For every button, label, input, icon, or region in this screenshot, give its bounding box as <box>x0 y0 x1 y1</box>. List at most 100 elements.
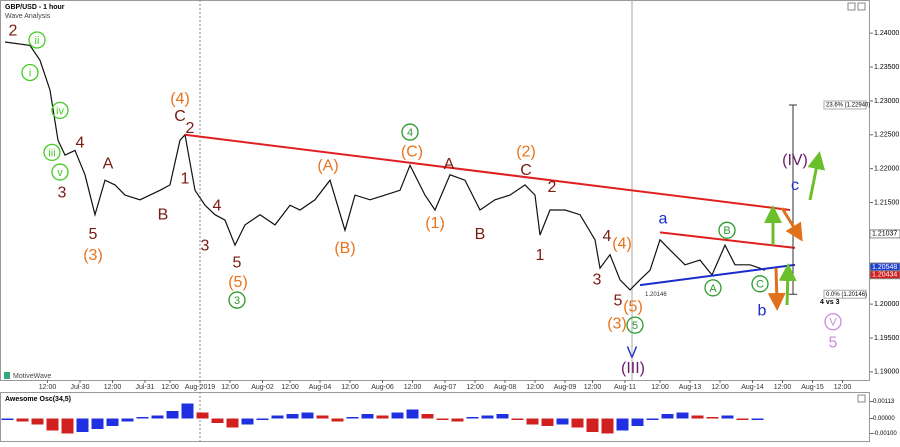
x-tick-label: 12:00 <box>161 384 179 391</box>
osc-bar <box>526 418 539 425</box>
osc-bar <box>76 418 89 432</box>
osc-bar <box>421 414 434 419</box>
osc-bar <box>616 418 629 431</box>
x-tick-label: Jul-31 <box>135 384 154 391</box>
x-tick-label: Aug-04 <box>309 384 332 391</box>
wave-label: ii <box>35 35 40 47</box>
wave-label: (5) <box>228 274 248 291</box>
wave-label: 3 <box>201 237 210 254</box>
osc-bar <box>241 418 254 425</box>
wave-label: (5) <box>623 298 643 315</box>
wave-circle <box>704 279 722 297</box>
x-tick-label: Aug-07 <box>434 384 457 391</box>
wave-label: 2 <box>9 23 18 40</box>
wave-label: 3 <box>593 271 602 288</box>
wave-label: c <box>791 177 799 194</box>
wave-label: C <box>756 279 764 291</box>
wave-circle <box>51 101 69 120</box>
osc-chart: 0.00113 0.00000 -0.00100 <box>1 399 897 437</box>
x-tick-label: 12:00 <box>404 384 422 391</box>
wave-label: B <box>475 226 486 243</box>
icon[interactable] <box>857 2 866 11</box>
fib-label-box <box>823 100 867 110</box>
wave-label: V <box>829 317 837 329</box>
x-tick-label: 12:00 <box>774 384 792 391</box>
trendline <box>659 231 796 249</box>
osc-bar <box>586 418 599 432</box>
osc-bar <box>271 415 284 419</box>
osc-bar <box>346 417 359 419</box>
wave-label: A <box>103 155 114 172</box>
osc-bar <box>676 412 689 419</box>
osc-bar <box>406 409 419 419</box>
wave-label: v <box>57 167 63 179</box>
wave-label: (3) <box>83 247 103 264</box>
osc-bar <box>91 418 104 429</box>
wave-label: 5 <box>614 292 623 309</box>
wave-label: (IV) <box>782 152 808 169</box>
x-tick-label: Aug-2019 <box>185 384 215 391</box>
wave-label: (4) <box>612 235 632 252</box>
wave-label: 3 <box>58 185 67 202</box>
wave-label: (4) <box>170 90 190 107</box>
wave-circle <box>28 31 46 49</box>
wave-label: 2 <box>548 179 557 196</box>
logo <box>4 372 10 379</box>
x-tick-label: Aug-08 <box>494 384 517 391</box>
main-frame <box>0 0 870 381</box>
arrow <box>767 267 786 311</box>
wave-label: 4 <box>407 127 413 139</box>
wave-label: (3) <box>607 315 627 332</box>
osc-bar <box>1 418 14 420</box>
x-tick-label: Aug-06 <box>371 384 394 391</box>
icon[interactable] <box>847 2 856 11</box>
osc-bar <box>136 417 149 419</box>
x-tick-label: Aug-15 <box>801 384 824 391</box>
osc-bar <box>106 418 119 426</box>
wave-label: i <box>29 67 31 79</box>
osc-bar <box>646 418 659 420</box>
wave-label: (C) <box>401 143 423 160</box>
osc-bar <box>661 414 674 419</box>
wave-circle <box>751 275 769 293</box>
arrow <box>780 207 803 242</box>
y-tick-label: 1.22500 <box>874 132 899 139</box>
chart-title: GBP/USD - 1 hour <box>5 4 65 11</box>
wave-circle <box>51 163 69 181</box>
window-icons <box>847 2 866 403</box>
wave-label: B <box>158 206 169 223</box>
y-tick-label: 1.23000 <box>874 98 899 105</box>
icon[interactable] <box>857 394 866 403</box>
osc-title: Awesome Osc(34,5) <box>5 396 71 403</box>
price-tag-label: 1.20548 <box>872 264 897 271</box>
y-tick-label: 0.00000 <box>873 416 895 422</box>
wave-circle <box>626 316 644 334</box>
x-tick-label: Jul-30 <box>70 384 89 391</box>
x-tick-label: Aug-09 <box>554 384 577 391</box>
x-tick-label: 12:00 <box>651 384 669 391</box>
price-tag-label: 1.21037 <box>872 231 897 238</box>
osc-bar <box>316 415 329 419</box>
wave-label: C <box>520 162 532 179</box>
wave-label: B <box>723 225 730 237</box>
osc-bar <box>571 418 584 428</box>
fib-label: 23.6% (1.22940) <box>826 103 870 109</box>
osc-bar <box>691 415 704 419</box>
y-tick-label: 1.20000 <box>874 301 899 308</box>
wave-label: 5 <box>89 226 98 243</box>
wave-circle <box>718 221 736 239</box>
wave-label: 1 <box>181 170 190 187</box>
arrow <box>807 151 826 201</box>
osc-bar <box>196 412 209 419</box>
osc-bar <box>631 418 644 426</box>
arrow <box>778 263 797 306</box>
y-tick-label: 1.19500 <box>874 335 899 342</box>
wave-label: (A) <box>317 157 338 174</box>
wave-label: 4 <box>76 134 85 151</box>
x-tick-label: 12:00 <box>104 384 122 391</box>
osc-bar <box>361 414 374 419</box>
x-tick-label: 12:00 <box>466 384 484 391</box>
wave-label: 1 <box>536 247 545 264</box>
wave-label: 4 <box>603 228 612 245</box>
